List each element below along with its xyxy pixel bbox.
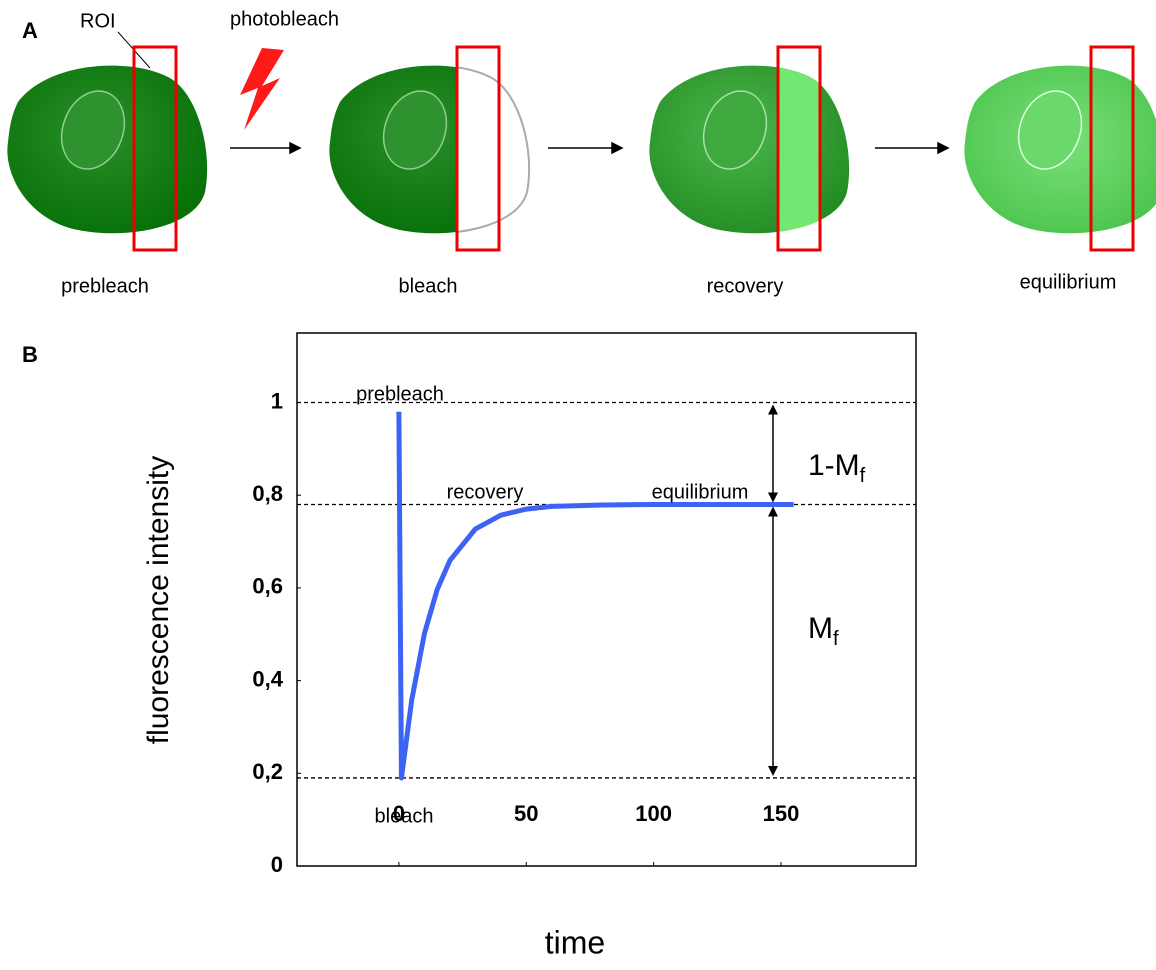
- photobleach-label: photobleach: [230, 8, 339, 30]
- annotation: prebleach: [356, 383, 444, 405]
- interval-label-main: M: [808, 612, 833, 645]
- y-tick-label: 0,2: [252, 759, 283, 784]
- arrow-head: [768, 506, 778, 517]
- interval-label: 1-Mf: [808, 449, 866, 487]
- y-tick-label: 1: [271, 388, 283, 413]
- roi-label: ROI: [80, 10, 116, 32]
- annotation: bleach: [375, 805, 434, 827]
- y-tick-label: 0,4: [252, 666, 283, 691]
- stage-label: prebleach: [61, 275, 149, 297]
- y-tick-label: 0: [271, 852, 283, 877]
- cell-bleach: [329, 64, 531, 235]
- annotation: equilibrium: [652, 481, 749, 503]
- cell-equilibrium: [964, 65, 1156, 234]
- lightning: [240, 48, 284, 130]
- arrow-head: [768, 404, 778, 415]
- arrow-head: [768, 492, 778, 503]
- x-tick-label: 0: [393, 801, 405, 826]
- cell-prebleach: [7, 65, 208, 234]
- x-tick-label: 50: [514, 801, 538, 826]
- x-axis-title: time: [545, 924, 605, 960]
- cell-recovery: [649, 65, 850, 234]
- plot-frame: [296, 332, 917, 867]
- panel-label: B: [22, 342, 38, 367]
- arrows: [230, 141, 950, 155]
- arrow-head: [768, 765, 778, 776]
- x-tick-label: 150: [763, 801, 800, 826]
- data-line: [396, 411, 794, 781]
- panel-label: A: [22, 18, 38, 43]
- interval-label-sub: f: [860, 465, 866, 487]
- stage-label: equilibrium: [1020, 271, 1117, 293]
- stage-label: bleach: [399, 275, 458, 297]
- y-tick-label: 0,6: [252, 574, 283, 599]
- x-tick-label: 100: [635, 801, 672, 826]
- roi-boxes: [132, 45, 1135, 252]
- y-axis-title: fluorescence intensity: [142, 456, 175, 745]
- interval-label: Mf: [808, 612, 839, 650]
- interval-label-sub: f: [833, 628, 839, 650]
- y-tick-label: 0,8: [252, 481, 283, 506]
- interval-label-main: 1-M: [808, 449, 860, 482]
- stage-label: recovery: [707, 275, 784, 297]
- annotation: recovery: [447, 481, 524, 503]
